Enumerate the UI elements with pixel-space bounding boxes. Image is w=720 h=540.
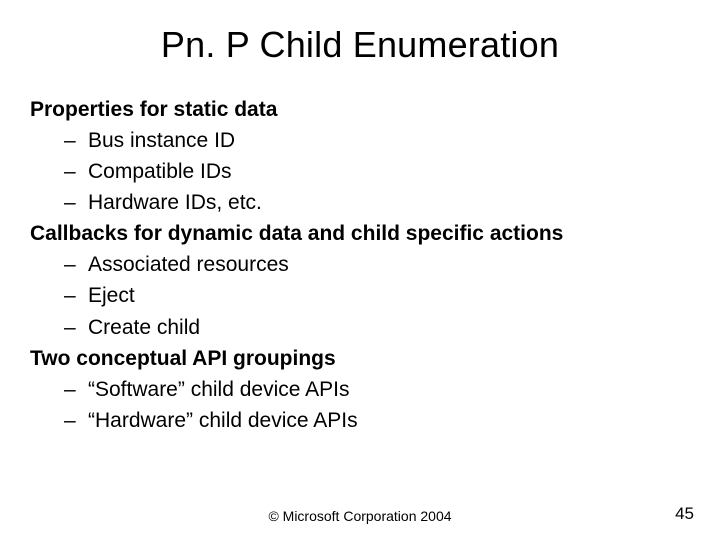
bullet-dash-icon: – — [64, 249, 88, 280]
section-header: Properties for static data — [30, 94, 690, 125]
list-item-text: “Hardware” child device APIs — [88, 405, 690, 436]
list-item: – Associated resources — [30, 249, 690, 280]
list-item-text: Associated resources — [88, 249, 690, 280]
bullet-dash-icon: – — [64, 374, 88, 405]
list-item: – Eject — [30, 280, 690, 311]
bullet-dash-icon: – — [64, 312, 88, 343]
copyright-text: © Microsoft Corporation 2004 — [0, 508, 720, 524]
bullet-dash-icon: – — [64, 187, 88, 218]
section-header: Callbacks for dynamic data and child spe… — [30, 218, 690, 249]
list-item: – Create child — [30, 312, 690, 343]
bullet-dash-icon: – — [64, 125, 88, 156]
list-item: – Bus instance ID — [30, 125, 690, 156]
list-item: – “Hardware” child device APIs — [30, 405, 690, 436]
list-item-text: Eject — [88, 280, 690, 311]
list-item-text: Create child — [88, 312, 690, 343]
list-item-text: Hardware IDs, etc. — [88, 187, 690, 218]
section-header: Two conceptual API groupings — [30, 343, 690, 374]
content-body: Properties for static data – Bus instanc… — [30, 94, 690, 436]
page-number: 45 — [675, 504, 694, 524]
list-item: – “Software” child device APIs — [30, 374, 690, 405]
bullet-dash-icon: – — [64, 156, 88, 187]
slide-title: Pn. P Child Enumeration — [30, 24, 690, 66]
list-item-text: Compatible IDs — [88, 156, 690, 187]
slide: Pn. P Child Enumeration Properties for s… — [0, 0, 720, 540]
bullet-dash-icon: – — [64, 280, 88, 311]
list-item-text: Bus instance ID — [88, 125, 690, 156]
list-item: – Compatible IDs — [30, 156, 690, 187]
list-item: – Hardware IDs, etc. — [30, 187, 690, 218]
list-item-text: “Software” child device APIs — [88, 374, 690, 405]
bullet-dash-icon: – — [64, 405, 88, 436]
